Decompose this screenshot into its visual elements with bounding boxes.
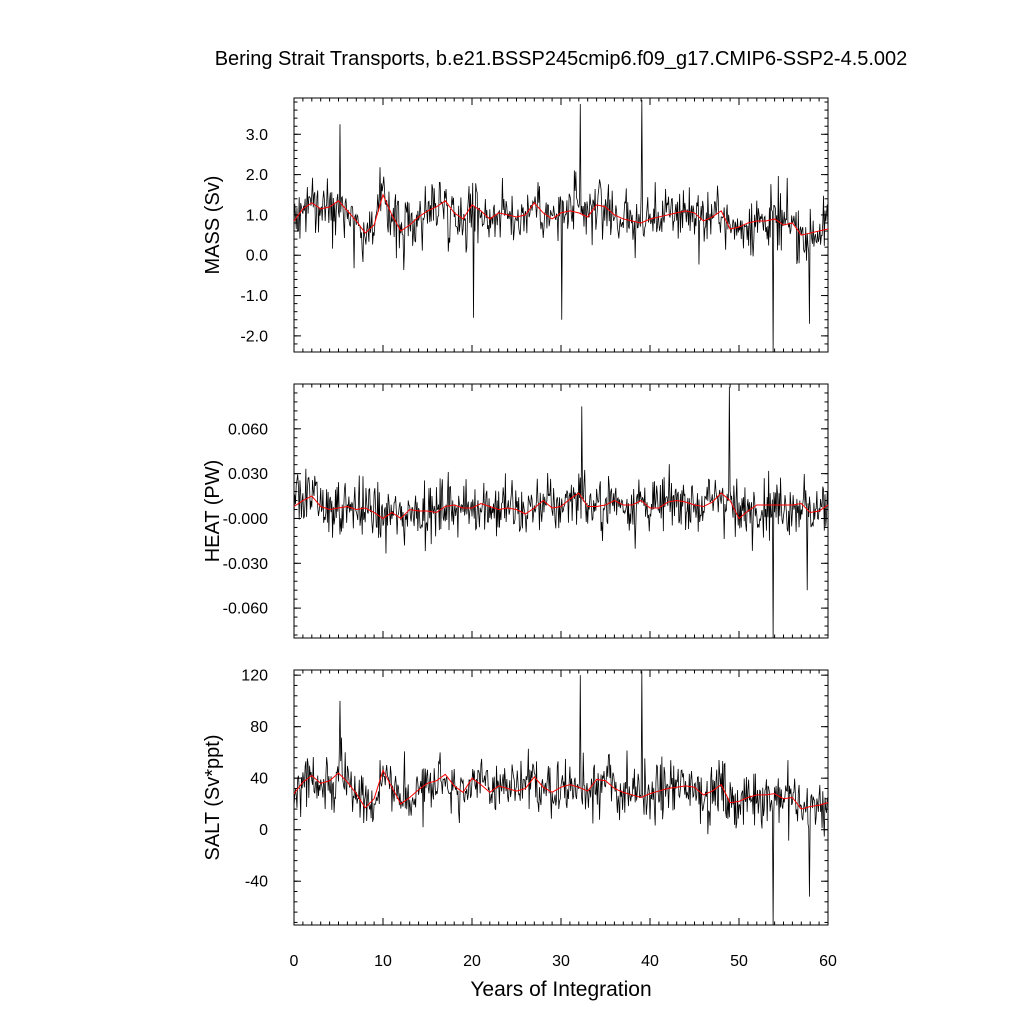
monthly-series-line	[293, 100, 829, 353]
y-axis-label: MASS (Sv)	[202, 176, 224, 275]
x-tick-label: 60	[819, 953, 837, 970]
y-tick-label: 0.030	[228, 466, 268, 483]
y-tick-label: 40	[250, 771, 268, 788]
y-tick-label: -0.060	[223, 601, 268, 618]
y-tick-label: 0.0	[246, 248, 268, 265]
monthly-series-line	[293, 386, 829, 639]
x-axis-label: Years of Integration	[470, 978, 651, 1001]
y-tick-label: 3.0	[246, 127, 268, 144]
x-tick-label: 40	[641, 953, 659, 970]
x-tick-labels: 0 10 20 30 40 50 60	[290, 953, 837, 970]
y-tick-label: 2.0	[246, 167, 268, 184]
panel-1: 3.0 2.0 1.0 0.0 -1.0 -2.0 MASS (Sv)	[202, 97, 829, 353]
y-tick-label: 0.060	[228, 421, 268, 438]
monthly-series-line	[293, 671, 829, 926]
y-tick-label: -2.0	[240, 328, 268, 345]
y-tick-label: 1.0	[246, 207, 268, 224]
y-axis-label: HEAT (PW)	[202, 460, 224, 563]
panel-3: 120 80 40 0 -40 SALT (Sv*ppt)	[202, 668, 829, 926]
y-tick-label: -1.0	[240, 288, 268, 305]
y-tick-label: -0.030	[223, 556, 268, 573]
x-tick-label: 0	[290, 953, 299, 970]
y-tick-label: -0.000	[223, 511, 268, 528]
y-tick-label: -40	[245, 874, 268, 891]
panel-2: 0.060 0.030 -0.000 -0.030 -0.060 HEAT (PW)	[202, 383, 829, 639]
annual-mean-line	[293, 769, 829, 810]
annual-mean-line	[293, 193, 829, 236]
x-tick-label: 20	[463, 953, 481, 970]
y-tick-label: 120	[241, 668, 268, 685]
chart-title: Bering Strait Transports, b.e21.BSSP245c…	[215, 48, 908, 70]
x-tick-label: 10	[374, 953, 392, 970]
y-tick-label: 80	[250, 719, 268, 736]
y-axis-label: SALT (Sv*ppt)	[202, 735, 224, 861]
x-tick-label: 30	[552, 953, 570, 970]
panels: 3.0 2.0 1.0 0.0 -1.0 -2.0 MASS (Sv) 0.060 0.030 -…	[202, 97, 829, 926]
x-tick-label: 50	[730, 953, 748, 970]
y-tick-label: 0	[259, 822, 268, 839]
annual-mean-line	[293, 492, 829, 520]
